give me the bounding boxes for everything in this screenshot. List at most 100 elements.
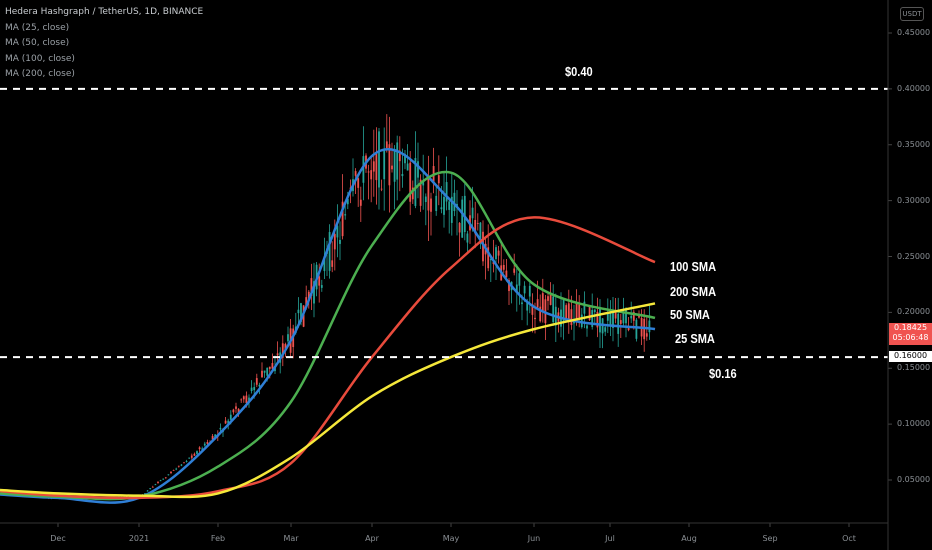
- candle-body: [630, 315, 633, 319]
- candle-body: [531, 304, 534, 315]
- candle-body: [622, 312, 625, 324]
- candle-body: [508, 280, 510, 292]
- candle-body: [211, 435, 214, 440]
- ma-line-50: [0, 170, 656, 501]
- candle-body: [424, 196, 427, 203]
- annotation-sma100: 100 SMA: [670, 259, 717, 274]
- candle-body: [339, 239, 341, 244]
- annotation-support: $0.16: [709, 366, 737, 381]
- candle-body: [196, 451, 198, 454]
- candle-body: [240, 399, 243, 401]
- candle-body: [300, 303, 302, 323]
- candle-body: [440, 207, 443, 210]
- candle-body: [526, 301, 529, 311]
- candle-body: [383, 150, 386, 180]
- candle-body: [370, 170, 373, 180]
- candle-body: [396, 142, 399, 180]
- level-price-value: 0.16000: [893, 351, 928, 360]
- x-tick-label: Jun: [527, 534, 541, 543]
- candle-body: [541, 293, 544, 311]
- candle-body: [596, 311, 599, 328]
- candle-body: [203, 443, 206, 446]
- candle-body: [149, 488, 152, 489]
- candle-body: [593, 309, 596, 313]
- legend-ma25[interactable]: MA (25, close): [5, 22, 70, 33]
- candle-body: [612, 310, 614, 328]
- candle-body: [190, 455, 193, 458]
- candle-body: [404, 153, 406, 164]
- candle-body: [627, 326, 630, 331]
- candle-body: [344, 214, 347, 216]
- grid: [57, 32, 892, 527]
- candle-body: [565, 305, 568, 321]
- candle-body: [385, 141, 388, 148]
- candle-body: [487, 247, 490, 269]
- candle-body: [375, 152, 378, 181]
- candle-body: [167, 474, 170, 476]
- candle-body: [518, 273, 521, 286]
- x-tick-label: Oct: [842, 534, 856, 543]
- y-tick-label: 0.20000: [897, 307, 931, 317]
- candle-body: [422, 180, 425, 186]
- candle-body: [274, 367, 276, 372]
- candle-body: [573, 321, 575, 324]
- candle-body: [229, 414, 232, 420]
- bar-countdown: 05:06:48: [892, 333, 929, 342]
- candle-body: [466, 233, 469, 243]
- candle-body: [323, 256, 326, 272]
- candle-body: [180, 464, 183, 466]
- candle-body: [547, 296, 549, 301]
- symbol-title[interactable]: Hedera Hashgraph / TetherUS, 1D, BINANCE: [5, 7, 204, 17]
- y-tick-label: 0.10000: [897, 419, 931, 429]
- x-tick-label: 2021: [128, 534, 150, 543]
- candle-body: [193, 453, 196, 456]
- candle-body: [450, 196, 453, 223]
- y-tick-label: 0.30000: [897, 195, 931, 205]
- candle-body: [242, 396, 245, 400]
- candle-body: [544, 299, 547, 324]
- candle-body: [227, 420, 230, 424]
- candle-body: [393, 149, 396, 182]
- candle-body: [463, 195, 466, 233]
- y-tick-label: 0.25000: [897, 251, 931, 261]
- candle-body: [521, 302, 523, 305]
- candle-body: [354, 171, 357, 176]
- level-price-label: 0.16000: [889, 351, 932, 362]
- x-tick-label: Apr: [365, 534, 379, 543]
- candle-body: [578, 304, 581, 318]
- candle-body: [476, 223, 479, 224]
- candle-body: [586, 325, 588, 329]
- y-tick-label: 0.35000: [897, 139, 931, 149]
- candle-body: [632, 311, 635, 321]
- candle-body: [419, 179, 422, 206]
- candle-body: [248, 397, 250, 401]
- candle-body: [575, 302, 578, 322]
- candle-body: [539, 306, 542, 322]
- horizontal-levels: [0, 87, 888, 359]
- candle-body: [567, 303, 570, 322]
- candle-body: [201, 448, 204, 450]
- x-tick-label: Feb: [210, 534, 226, 543]
- candle-body: [185, 461, 188, 462]
- candle-body: [453, 192, 456, 212]
- annotation-resistance: $0.40: [565, 64, 593, 79]
- candle-body: [645, 333, 648, 337]
- legend-ma50[interactable]: MA (50, close): [5, 38, 70, 48]
- legend-ma200[interactable]: MA (200, close): [5, 69, 75, 79]
- legend-ma100[interactable]: MA (100, close): [5, 53, 75, 64]
- y-tick-label: 0.45000: [897, 28, 931, 37]
- candle-body: [414, 157, 417, 206]
- candle-body: [359, 199, 362, 206]
- candle-body: [206, 442, 209, 444]
- candle-body: [648, 320, 651, 333]
- candle-body: [346, 198, 349, 205]
- ma-line-100: [0, 216, 656, 500]
- candle-body: [443, 196, 445, 215]
- candle-body: [599, 307, 601, 333]
- currency-badge[interactable]: USDT: [900, 7, 924, 21]
- candle-body: [505, 270, 508, 278]
- candle-body: [271, 363, 274, 369]
- candle-body: [604, 327, 607, 332]
- candle-body: [250, 387, 253, 392]
